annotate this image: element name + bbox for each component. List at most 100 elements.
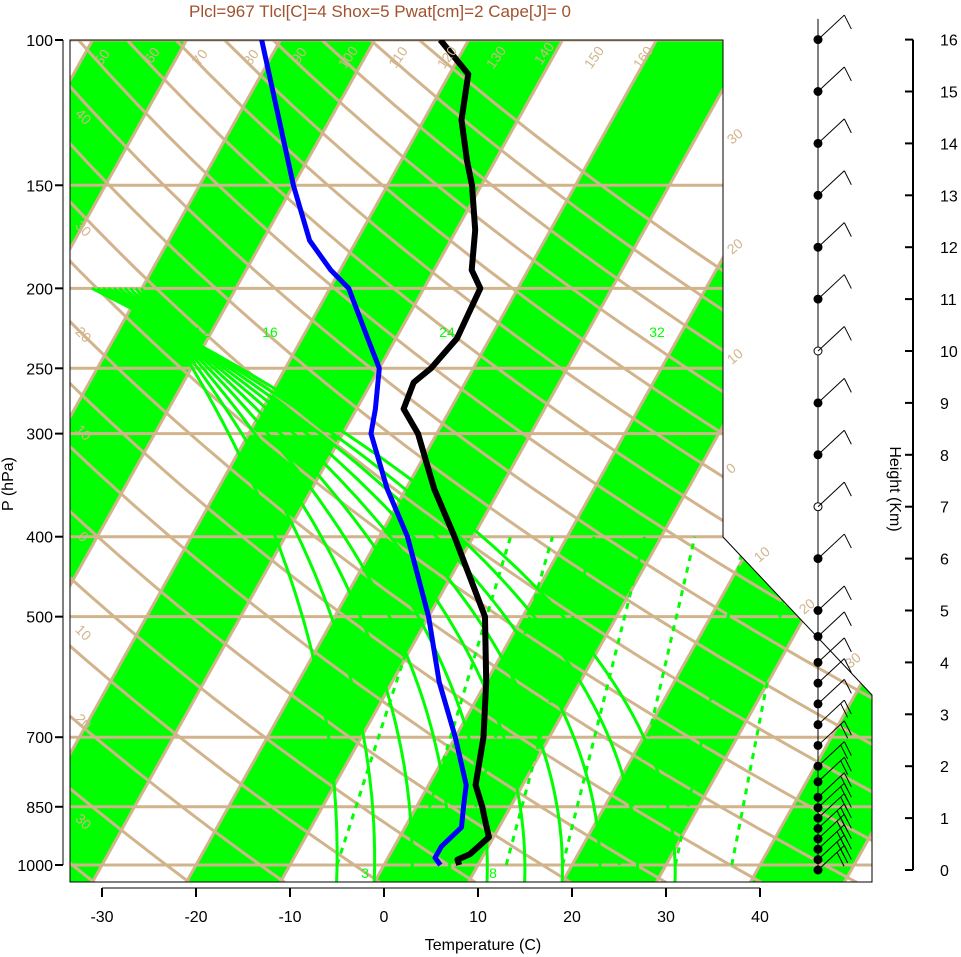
wind-barb-feather <box>843 720 852 736</box>
mixing-ratio-label: 8 <box>489 865 497 881</box>
wind-barb-shaft <box>817 845 845 871</box>
wind-barb-feather <box>836 841 845 857</box>
wind-barb-shaft <box>817 66 845 92</box>
wind-barb-feather <box>836 852 845 867</box>
isotherm-label: 10 <box>751 543 773 565</box>
height-tick-label: 14 <box>940 136 958 153</box>
wind-barb-feather <box>843 430 852 445</box>
wind-barb-feather <box>836 810 845 825</box>
temperature-tick-label: 20 <box>563 909 581 926</box>
wind-barb-shaft <box>817 720 845 746</box>
temperature-tick-label: -20 <box>184 909 207 926</box>
height-tick-label: 5 <box>940 604 949 621</box>
wind-barb-feather <box>843 326 852 341</box>
height-tick-label: 1 <box>940 811 949 828</box>
mixing-ratio-line <box>457 536 554 866</box>
isotherm-band <box>186 40 751 882</box>
mixing-ratio-lines <box>335 536 797 866</box>
wind-barb-shaft <box>817 658 845 684</box>
isotherm-band <box>750 40 872 882</box>
wind-barb-feather <box>836 831 845 846</box>
wind-barb-shaft <box>817 793 845 819</box>
wind-barb-feather <box>840 775 849 791</box>
dry-adiabat-line <box>70 40 763 882</box>
wind-barb-feather <box>843 14 852 30</box>
mixing-ratio-line <box>617 536 697 866</box>
wind-barb-shaft <box>817 274 845 300</box>
wind-barb-feather <box>843 658 852 673</box>
dry-adiabat-line <box>126 40 872 882</box>
temperature-profile <box>400 40 492 866</box>
wind-barb-feather <box>843 481 852 497</box>
moist-adiabat-line <box>96 286 640 882</box>
temperature-tick-label: 30 <box>657 909 675 926</box>
pressure-axis: 100 150 200 250 300 400 500 700 850 1000 <box>17 33 64 875</box>
moist-adiabat-line <box>123 287 452 882</box>
wind-barb-feather <box>840 703 849 718</box>
dry-adiabat-line <box>70 40 872 882</box>
moist-adiabat-label: 16 <box>262 324 278 340</box>
wind-barb-shaft <box>817 637 845 663</box>
mixing-ratio-line <box>673 536 747 866</box>
wind-barb-shaft <box>817 585 845 611</box>
wind-barb-feather <box>843 533 852 549</box>
isotherm-label: 110 <box>385 43 411 71</box>
isotherm-band <box>70 40 563 882</box>
dry-adiabat-line <box>70 40 872 882</box>
temperature-tick-label: -30 <box>90 909 113 926</box>
mixing-ratio-line <box>335 536 445 866</box>
isotherm-line <box>748 40 872 882</box>
isotherm-label: 10 <box>724 345 746 367</box>
wind-barb-feather <box>843 637 852 653</box>
wind-barb-shaft <box>817 741 845 767</box>
dry-adiabat-line <box>70 40 858 882</box>
wind-barb-feather <box>836 820 845 836</box>
moist-adiabat-line <box>139 287 339 882</box>
moist-adiabat-line <box>134 287 377 882</box>
wind-barb-shaft <box>817 803 845 829</box>
mixing-ratio-label: 3 <box>361 865 369 881</box>
wind-barb-feather <box>843 611 852 627</box>
height-axis-label: Height (Km) <box>886 446 903 531</box>
dry-adiabat-line <box>70 40 382 882</box>
isotherm-line <box>654 40 872 882</box>
wind-barb-feather <box>843 118 852 134</box>
moist-adiabat-label: 32 <box>649 324 665 340</box>
moist-adiabat-line <box>107 287 564 882</box>
moist-adiabat-line <box>102 287 602 882</box>
wind-barb-feather <box>843 757 852 772</box>
wind-barb-shaft <box>817 326 845 352</box>
wind-barb-shaft <box>817 813 845 840</box>
height-tick-label: 2 <box>940 759 949 776</box>
wind-barb-feather <box>840 807 849 822</box>
temperature-tick-label: -10 <box>278 909 301 926</box>
wind-barb-shaft <box>817 772 845 798</box>
wind-barb-feather <box>843 585 852 601</box>
temperature-tick-label: 40 <box>751 909 769 926</box>
wind-barb-feather <box>843 699 852 715</box>
wind-barb-feather <box>843 66 852 82</box>
wind-barb-shaft <box>817 481 845 508</box>
mixing-ratio-line <box>730 536 797 866</box>
pressure-tick-label: 1000 <box>17 858 53 875</box>
pressure-tick-label: 700 <box>26 730 53 747</box>
wind-barb-shaft <box>817 782 845 809</box>
dry-adiabat-line <box>272 40 872 882</box>
height-tick-label: 4 <box>940 655 949 672</box>
wind-barb-shaft <box>817 824 845 850</box>
isotherm-line <box>70 40 376 882</box>
dry-adiabat-line <box>223 40 872 882</box>
mixing-ratio-line <box>504 536 596 866</box>
chart-title: Plcl=967 Tlcl[C]=4 Shox=5 Pwat[cm]=2 Cap… <box>189 2 571 21</box>
pressure-tick-label: 150 <box>26 178 53 195</box>
isotherm-label: 70 <box>189 46 211 68</box>
temperature-tick-label: 0 <box>380 909 389 926</box>
dry-adiabat-line <box>77 40 872 882</box>
isotherm-lines <box>70 40 872 882</box>
isotherm-label: 10 <box>72 621 94 643</box>
height-tick-label: 0 <box>940 863 949 880</box>
wind-barb-shaft <box>817 14 845 40</box>
isotherm-label: 150 <box>581 43 608 71</box>
